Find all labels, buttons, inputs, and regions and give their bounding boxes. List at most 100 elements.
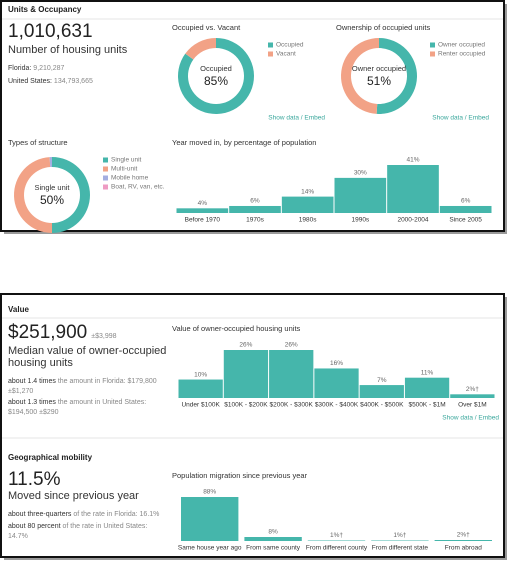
bar <box>176 208 229 213</box>
donut-slice <box>185 38 216 60</box>
stat-margin: ±$3,998 <box>91 333 117 340</box>
chart-title: Population migration since previous year <box>172 471 308 480</box>
x-tick-label: $400K - $500K <box>360 402 404 409</box>
comparison-margin: ±$1,270 <box>8 387 34 395</box>
value-label: 16% <box>330 360 343 367</box>
legend-swatch <box>103 166 108 172</box>
x-tick-label: $100K - $200K <box>224 402 268 409</box>
legend-swatch <box>430 42 435 48</box>
value-label: 26% <box>239 342 252 349</box>
x-tick-label: $300K - $400K <box>315 402 359 409</box>
panel-title: Units & Occupancy <box>8 5 82 14</box>
value-label: 8% <box>268 529 278 536</box>
bar <box>450 394 495 398</box>
value-label: 2%† <box>457 532 470 539</box>
comparison-value: 9,210,287 <box>33 65 65 72</box>
comparison-text: of the rate in Florida: 16.1% <box>73 511 160 518</box>
bar <box>269 350 314 398</box>
stat-label: Moved since previous year <box>8 490 139 502</box>
value-label: 88% <box>203 489 216 496</box>
legend-label: Renter occupied <box>438 51 486 58</box>
show-data-link[interactable]: Show data / Embed <box>432 115 489 122</box>
x-tick-label: From abroad <box>445 545 483 552</box>
x-tick-label: 1970s <box>246 217 264 224</box>
bar <box>281 196 334 213</box>
stat: $251,900 <box>8 322 88 343</box>
bar <box>181 497 239 541</box>
comparison-label: United States: <box>8 78 52 85</box>
comparison-label: Florida: <box>8 65 32 72</box>
stat-label: Number of housing units <box>8 44 128 56</box>
center-value: 85% <box>204 74 228 88</box>
x-tick-label: 2000-2004 <box>397 217 428 224</box>
legend-label: Owner occupied <box>438 42 485 49</box>
legend-swatch <box>268 51 273 57</box>
legend-label: Mobile home <box>111 175 149 182</box>
comparison: United States: 134,793,665 <box>8 77 93 87</box>
x-tick-label: Under $100K <box>181 402 220 409</box>
stat-label: Median value of owner-occupied housing u… <box>8 345 167 369</box>
show-data-link[interactable]: Show data / Embed <box>268 115 325 122</box>
comparison-text: of the rate in United States: 14.7% <box>8 523 148 540</box>
comparison-margin: ±$290 <box>39 408 59 416</box>
value-label: 4% <box>198 200 208 207</box>
chart-title: Value of owner-occupied housing units <box>172 324 301 333</box>
comparison-emphasis: about 1.3 times <box>8 399 56 406</box>
x-tick-label: From different county <box>306 545 368 552</box>
center-label: Single unit <box>34 183 70 192</box>
chart-title: Occupied vs. Vacant <box>172 23 241 32</box>
legend-label: Multi-unit <box>111 166 138 173</box>
x-tick-label: $200K - $300K <box>270 402 314 409</box>
value-label: 30% <box>354 170 367 177</box>
comparison-emphasis: about 80 percent <box>8 523 61 530</box>
donut-slice <box>376 38 417 114</box>
value-label: 41% <box>406 157 419 164</box>
stat: 1,010,631 <box>8 21 93 42</box>
show-data-link[interactable]: Show data / Embed <box>442 415 499 422</box>
value-label: 1%† <box>393 532 406 539</box>
value-label: 6% <box>250 198 260 205</box>
x-tick-label: Over $1M <box>458 402 487 409</box>
bar <box>439 205 492 213</box>
x-tick-label: 1990s <box>351 217 369 224</box>
legend-label: Single unit <box>111 157 142 164</box>
bar <box>359 385 404 398</box>
center-value: 51% <box>367 74 391 88</box>
bar <box>307 540 366 541</box>
comparison: Florida: 9,210,287 <box>8 64 64 74</box>
x-tick-label: From different state <box>372 545 429 552</box>
value-label: 1%† <box>330 532 343 539</box>
x-tick-label: Same house year ago <box>178 545 242 552</box>
panel <box>0 293 505 558</box>
center-label: Occupied <box>200 64 232 73</box>
legend-swatch <box>430 51 435 57</box>
legend-swatch <box>103 175 108 181</box>
bar <box>223 350 269 398</box>
comparison-text: the amount in United States: $194,500 <box>8 399 147 416</box>
value-label: 7% <box>377 377 387 384</box>
center-value: 50% <box>40 193 64 207</box>
value-label: 11% <box>421 369 434 376</box>
bar <box>404 377 450 398</box>
bar <box>244 537 302 541</box>
legend-swatch <box>103 157 108 163</box>
legend-swatch <box>268 42 273 48</box>
bar <box>334 177 387 213</box>
x-tick-label: From same county <box>246 545 301 552</box>
comparison-emphasis: about three-quarters <box>8 511 72 518</box>
donut-slice <box>52 157 90 233</box>
donut-slice <box>49 157 52 168</box>
stat: 11.5% <box>8 469 61 490</box>
stat-line: $251,900 ±$3,998 <box>8 322 117 344</box>
chart-title: Year moved in, by percentage of populati… <box>172 138 316 147</box>
value-label: 6% <box>461 198 471 205</box>
comparison: about 1.3 times the amount in United Sta… <box>8 398 168 417</box>
value-label: 10% <box>194 371 207 378</box>
chart-title: Types of structure <box>8 138 68 147</box>
value-label: 2%† <box>466 386 479 393</box>
comparison-value: 134,793,665 <box>53 78 93 85</box>
x-tick-label: $500K - $1M <box>408 402 445 409</box>
donut-slice <box>13 157 53 233</box>
